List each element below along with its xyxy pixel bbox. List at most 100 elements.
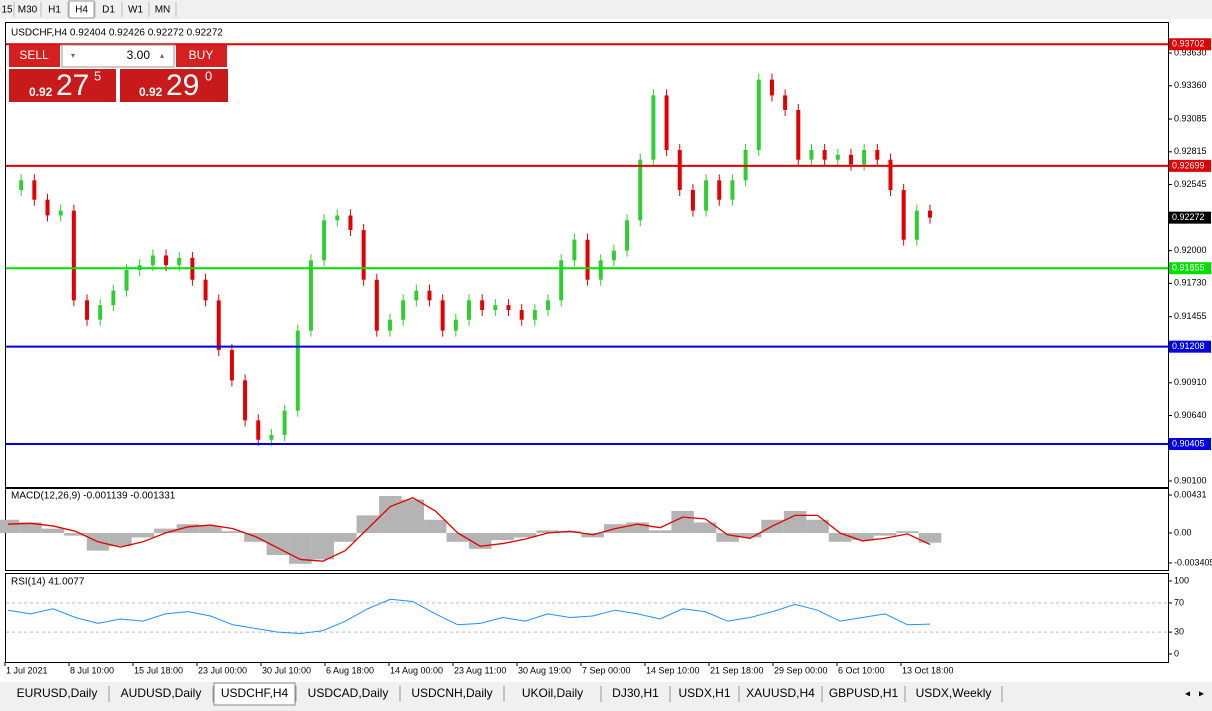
current-price-label: 0.92272 — [1172, 212, 1205, 222]
buy-label: BUY — [189, 48, 214, 62]
rsi-line — [7, 598, 931, 635]
timeframe-active — [68, 0, 95, 19]
macd-signal — [7, 497, 931, 562]
macd-bar — [671, 510, 694, 533]
y-tick-label: 0.92000 — [1174, 245, 1207, 255]
lot-down[interactable]: ▾ — [71, 51, 75, 60]
macd-bar — [64, 532, 87, 536]
tab[interactable]: XAUUSD,H4 — [746, 686, 815, 700]
y-tick-label: 70 — [1174, 597, 1184, 607]
x-tick-label: 8 Jul 10:00 — [70, 665, 114, 675]
tab[interactable]: AUDUSD,Daily — [121, 686, 202, 700]
tab[interactable]: USDCNH,Daily — [411, 686, 492, 700]
y-tick-label: 0.00431 — [1174, 489, 1207, 499]
y-tick-label: 30 — [1174, 626, 1184, 636]
level-label-box — [1169, 438, 1211, 451]
x-tick-label: 21 Sep 18:00 — [710, 665, 764, 675]
y-tick-label: 0.91455 — [1174, 311, 1207, 321]
macd-bar — [401, 499, 425, 533]
tab-active — [213, 682, 296, 706]
macd-bar — [873, 532, 897, 536]
y-tick-label: 0.00 — [1174, 527, 1192, 537]
level-label-box — [1169, 159, 1211, 172]
buy-button[interactable] — [176, 45, 227, 67]
x-tick-label: 23 Aug 11:00 — [454, 665, 506, 675]
macd-bar — [783, 510, 807, 533]
buy-price-box[interactable] — [120, 69, 228, 102]
level-label-box — [1169, 262, 1211, 275]
lot-up[interactable]: ▴ — [160, 51, 164, 60]
macd-bar — [221, 531, 245, 533]
sell-price-pips: 27 — [56, 69, 89, 102]
timeframe-button[interactable]: MN — [155, 5, 171, 16]
macd-bar — [356, 515, 380, 533]
y-tick-label: 0.93360 — [1174, 80, 1207, 90]
x-tick-label: 29 Sep 00:00 — [774, 665, 828, 675]
one-click-panel: SELL ▾ ▴ 3.00 BUY 0.92 27 5 0.92 29 0 — [9, 44, 228, 102]
sell-price-box[interactable] — [9, 69, 116, 102]
timeframe-button[interactable]: H4 — [75, 5, 88, 16]
rsi-label: RSI(14) 41.0077 — [11, 577, 85, 588]
macd-bar — [558, 531, 582, 533]
macd-bar — [379, 495, 402, 533]
y-tick-label: 0.90640 — [1174, 410, 1207, 420]
macd-bar — [0, 519, 20, 533]
macd-bar — [446, 532, 469, 542]
macd-bar — [41, 528, 65, 533]
tab[interactable]: UKOil,Daily — [522, 686, 583, 700]
x-tick-label: 30 Aug 19:00 — [518, 665, 571, 675]
y-tick-label: 0.90910 — [1174, 377, 1207, 387]
timeframe-button[interactable]: H1 — [48, 5, 61, 16]
macd-bar — [131, 532, 155, 538]
x-tick-label: 14 Aug 00:00 — [390, 665, 443, 675]
macd-bar — [716, 532, 739, 542]
macd-bar — [648, 530, 672, 533]
macd-bar — [266, 532, 290, 556]
macd-bar — [693, 522, 717, 533]
tab[interactable]: USDCHF,H4 — [221, 686, 289, 700]
tab-scroll-left[interactable]: ◂ — [1185, 689, 1190, 700]
macd-bar — [176, 524, 200, 533]
x-tick-label: 13 Oct 18:00 — [902, 665, 954, 675]
sell-price-fraction: 5 — [94, 68, 101, 83]
x-tick-label: 6 Aug 18:00 — [326, 665, 374, 675]
y-tick-label: -0.003405 — [1174, 557, 1212, 567]
x-tick-label: 30 Jul 10:00 — [262, 665, 311, 675]
macd-bar — [828, 532, 852, 542]
y-tick-label: 0.92545 — [1174, 179, 1207, 189]
tab-scroll-right[interactable]: ▸ — [1199, 689, 1204, 700]
timeframe-button[interactable]: D1 — [102, 5, 115, 16]
x-tick-label: 1 Jul 2021 — [6, 665, 48, 675]
lot-input[interactable] — [61, 44, 175, 68]
tab[interactable]: EURUSD,Daily — [17, 686, 98, 700]
macd-bar — [626, 522, 649, 533]
tab[interactable]: USDCAD,Daily — [308, 686, 389, 700]
sell-label: SELL — [19, 48, 49, 62]
tab[interactable]: DJ30,H1 — [612, 686, 659, 700]
timeframe-button[interactable]: W1 — [128, 5, 143, 16]
level-label: 0.93702 — [1172, 39, 1205, 49]
tab[interactable]: USDX,Weekly — [916, 686, 992, 700]
toolbar — [0, 0, 1212, 19]
tab[interactable]: USDX,H1 — [678, 686, 730, 700]
level-label: 0.91855 — [1172, 263, 1205, 273]
x-tick-label: 6 Oct 10:00 — [838, 665, 885, 675]
buy-price-fraction: 0 — [205, 68, 212, 83]
macd-bar — [806, 519, 829, 533]
sell-button[interactable] — [9, 45, 60, 67]
tab[interactable]: GBPUSD,H1 — [829, 686, 899, 700]
x-tick-label: 14 Sep 10:00 — [646, 665, 700, 675]
timeframe-button[interactable]: 15 — [1, 5, 13, 16]
y-tick-label: 0 — [1174, 648, 1179, 658]
buy-price-pips: 29 — [166, 69, 199, 102]
macd-bar — [154, 528, 177, 533]
macd-bar — [109, 532, 132, 547]
timeframe-button[interactable]: M30 — [18, 5, 38, 16]
macd-bar — [469, 532, 492, 549]
macd-bar — [19, 522, 42, 533]
macd-bar — [738, 532, 762, 538]
level-label: 0.92699 — [1172, 160, 1205, 170]
y-tick-label: 0.90100 — [1174, 475, 1207, 485]
current-price-box — [1169, 211, 1211, 224]
